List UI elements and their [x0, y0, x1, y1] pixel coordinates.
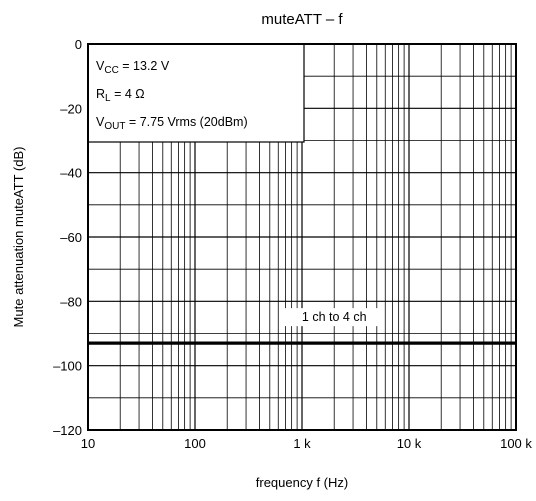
x-axis-label: frequency f (Hz): [256, 475, 348, 490]
y-tick-label: –60: [60, 230, 82, 245]
y-tick-label: –120: [53, 423, 82, 438]
chart-title: muteATT – f: [261, 11, 343, 28]
y-tick-label: –40: [60, 166, 82, 181]
condition-vcc: VCC = 13.2 V: [96, 59, 170, 76]
x-tick-label: 10 k: [397, 436, 422, 451]
series-label-layer: 1 ch to 4 ch: [284, 308, 385, 327]
x-tick-label: 10: [81, 436, 95, 451]
y-tick-label: –80: [60, 294, 82, 309]
series-label: 1 ch to 4 ch: [302, 310, 367, 324]
y-tick-label: 0: [75, 37, 82, 52]
y-axis-label: Mute attenuation muteATT (dB): [11, 147, 26, 328]
series-label-bg: [284, 308, 385, 327]
x-tick-label: 100: [184, 436, 206, 451]
y-tick-label: –20: [60, 101, 82, 116]
conditions-box: VCC = 13.2 V RL = 4 Ω VOUT = 7.75 Vrms (…: [87, 43, 305, 143]
x-tick-label: 1 k: [293, 436, 311, 451]
y-tick-label: –100: [53, 359, 82, 374]
y-tick-labels: 0 –20 –40 –60 –80 –100 –120: [53, 37, 82, 438]
condition-vout: VOUT = 7.75 Vrms (20dBm): [96, 115, 248, 132]
condition-rl: RL = 4 Ω: [96, 87, 145, 104]
x-tick-labels: 10 100 1 k 10 k 100 k: [81, 436, 533, 451]
plot-frame: [87, 43, 517, 431]
x-tick-label: 100 k: [500, 436, 532, 451]
